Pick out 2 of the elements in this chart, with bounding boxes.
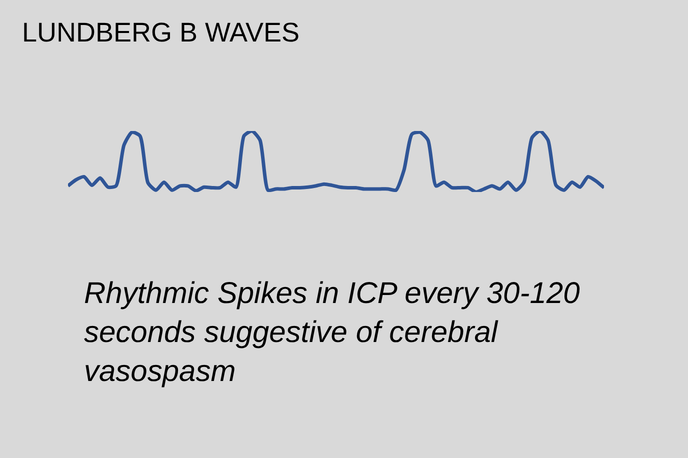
chart-title: LUNDBERG B WAVES	[22, 17, 300, 48]
text: Rhythmic Spikes in ICP every 30-120 seconds suggestive of cerebral vasospasm	[84, 277, 580, 388]
